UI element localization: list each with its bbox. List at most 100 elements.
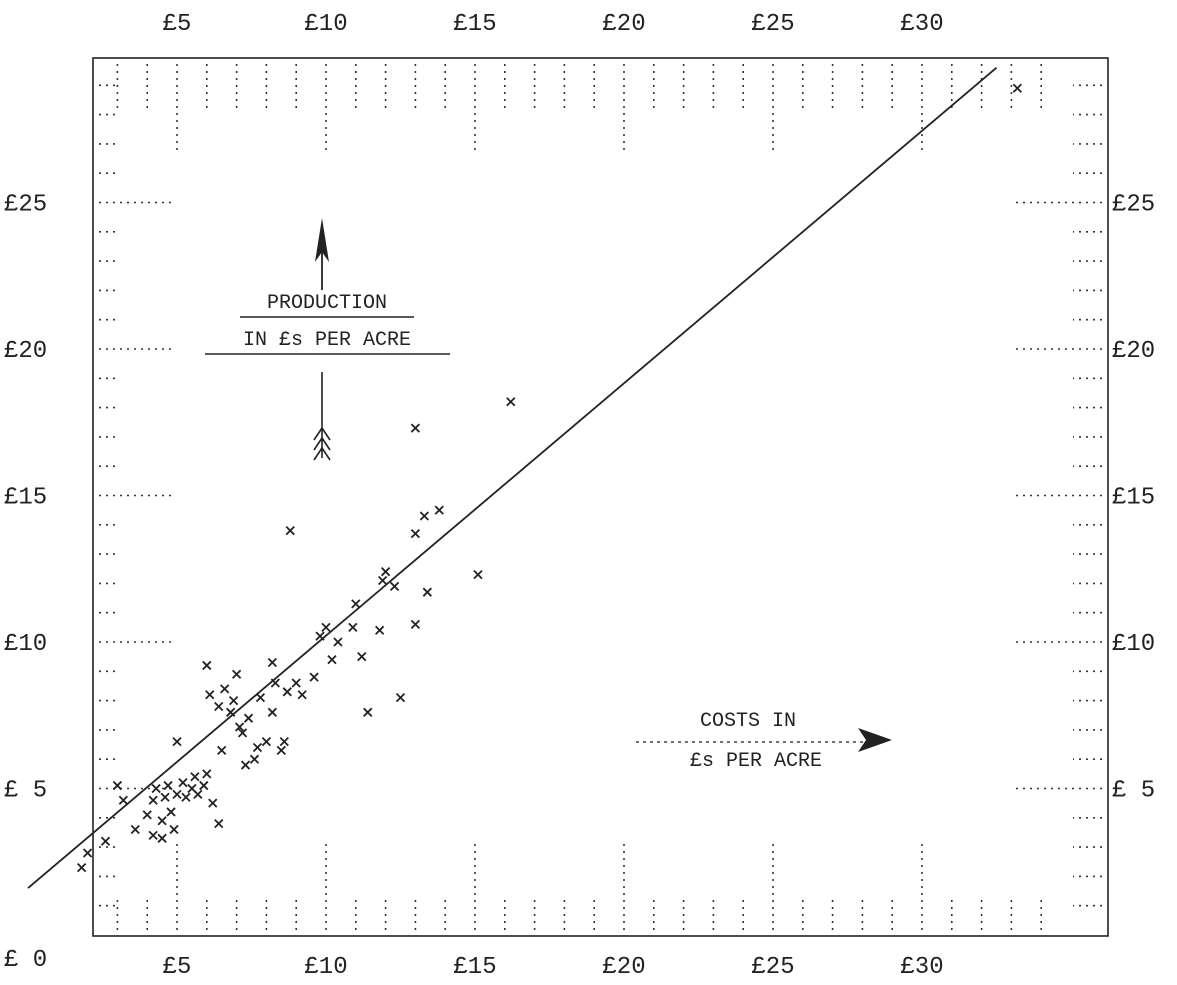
- data-point-stroke: [410, 528, 421, 539]
- data-point: [151, 783, 161, 794]
- data-point: [228, 695, 239, 706]
- data-point: [163, 780, 173, 791]
- data-point-stroke: [226, 707, 236, 717]
- data-point-stroke: [315, 631, 325, 641]
- x-tick-label-top: £10: [304, 11, 347, 38]
- data-point: [279, 736, 289, 747]
- data-point-stroke: [410, 619, 421, 630]
- data-point-stroke: [214, 819, 224, 829]
- data-point: [309, 672, 319, 682]
- data-point: [205, 690, 215, 700]
- data-point: [237, 728, 248, 738]
- y-tick-label-left: £15: [4, 485, 47, 512]
- data-point-stroke: [252, 742, 263, 753]
- data-point: [234, 722, 245, 732]
- data-point-stroke: [333, 637, 343, 647]
- data-point-stroke: [270, 678, 280, 688]
- x-tick-label-bottom: £30: [900, 954, 943, 981]
- x-tick-label-bottom: £10: [304, 954, 347, 981]
- grid-lines: [99, 64, 1102, 930]
- data-point-stroke: [77, 862, 87, 873]
- data-point: [285, 526, 295, 536]
- data-point-stroke: [118, 795, 128, 805]
- data-point: [270, 678, 280, 688]
- data-point: [214, 819, 224, 829]
- plot-frame: [92, 57, 1109, 937]
- tick-labels: £5 £5 £10 £10 £15 £15 £20 £20 £25 £25 £30 £30 £ 0 £ 5…: [4, 11, 1155, 981]
- data-point-stroke: [285, 526, 295, 536]
- arrow-fletching-icon-3: [313, 446, 331, 461]
- data-point: [506, 397, 516, 407]
- data-point-stroke: [380, 567, 391, 577]
- data-point-stroke: [178, 778, 188, 788]
- x-tick-label-top: £5: [163, 11, 192, 38]
- data-point-stroke: [249, 754, 260, 764]
- y-tick-label-right: £ 5: [1112, 778, 1155, 805]
- x-tick-label-bottom: £25: [751, 954, 794, 981]
- data-point: [240, 760, 251, 770]
- data-point: [77, 862, 87, 873]
- arrow-fletching-icon: [313, 426, 331, 441]
- data-point-stroke: [160, 792, 170, 802]
- y-axis-label-line-1: PRODUCTION: [267, 292, 387, 315]
- data-point-stroke: [202, 769, 212, 779]
- data-point: [202, 660, 212, 671]
- data-point-stroke: [199, 780, 209, 791]
- data-point: [419, 511, 429, 521]
- x-axis-label-line-2: £s PER ACRE: [690, 750, 822, 773]
- data-point-stroke: [375, 625, 385, 635]
- data-point: [473, 569, 483, 580]
- data-point-stroke: [279, 736, 289, 747]
- data-point: [82, 848, 93, 858]
- data-point-stroke: [231, 669, 242, 679]
- data-point-stroke: [151, 783, 161, 794]
- x-tick-label-top: £20: [602, 11, 645, 38]
- y-tick-label-left: £25: [4, 192, 47, 219]
- data-point: [199, 780, 209, 791]
- data-point: [375, 625, 385, 635]
- y-tick-label-left: £20: [4, 338, 47, 365]
- data-point: [389, 581, 400, 591]
- data-point-stroke: [193, 789, 203, 799]
- data-point-stroke: [363, 707, 373, 717]
- data-point: [181, 792, 191, 802]
- x-tick-label-top: £15: [453, 11, 496, 38]
- data-point-stroke: [142, 810, 152, 820]
- data-point-stroke: [190, 772, 200, 782]
- trend-line: [27, 67, 998, 889]
- data-point: [169, 824, 179, 835]
- data-point: [214, 701, 224, 712]
- data-point: [377, 575, 388, 586]
- data-point: [220, 684, 230, 694]
- data-point-stroke: [255, 693, 266, 703]
- data-point: [351, 599, 361, 609]
- data-point: [1012, 83, 1022, 93]
- data-point: [172, 736, 182, 747]
- data-point: [321, 622, 331, 632]
- x-tick-label-bottom: £15: [453, 954, 496, 981]
- data-point: [267, 707, 277, 717]
- data-point-stroke: [243, 713, 254, 723]
- data-point-stroke: [187, 783, 197, 794]
- data-point: [315, 631, 325, 641]
- data-point-stroke: [309, 672, 319, 682]
- data-point: [410, 528, 421, 539]
- data-point-stroke: [267, 707, 277, 717]
- data-point-stroke: [100, 836, 111, 846]
- data-point-stroke: [217, 745, 227, 756]
- data-point-stroke: [473, 569, 483, 580]
- data-point: [291, 678, 301, 688]
- x-axis-label-line-1: COSTS IN: [700, 710, 796, 733]
- data-point-stroke: [169, 824, 179, 835]
- data-point: [226, 707, 236, 717]
- data-point-stroke: [1012, 83, 1022, 93]
- data-point-stroke: [237, 728, 248, 738]
- data-point-stroke: [422, 587, 432, 597]
- data-point-stroke: [351, 599, 361, 609]
- x-axis-annotation: COSTS IN £s PER ACRE: [636, 710, 892, 773]
- data-point: [252, 742, 263, 753]
- y-tick-label-right: £10: [1112, 631, 1155, 658]
- y-tick-label-right: £20: [1112, 338, 1155, 365]
- data-point-stroke: [172, 736, 182, 747]
- data-point: [327, 654, 337, 665]
